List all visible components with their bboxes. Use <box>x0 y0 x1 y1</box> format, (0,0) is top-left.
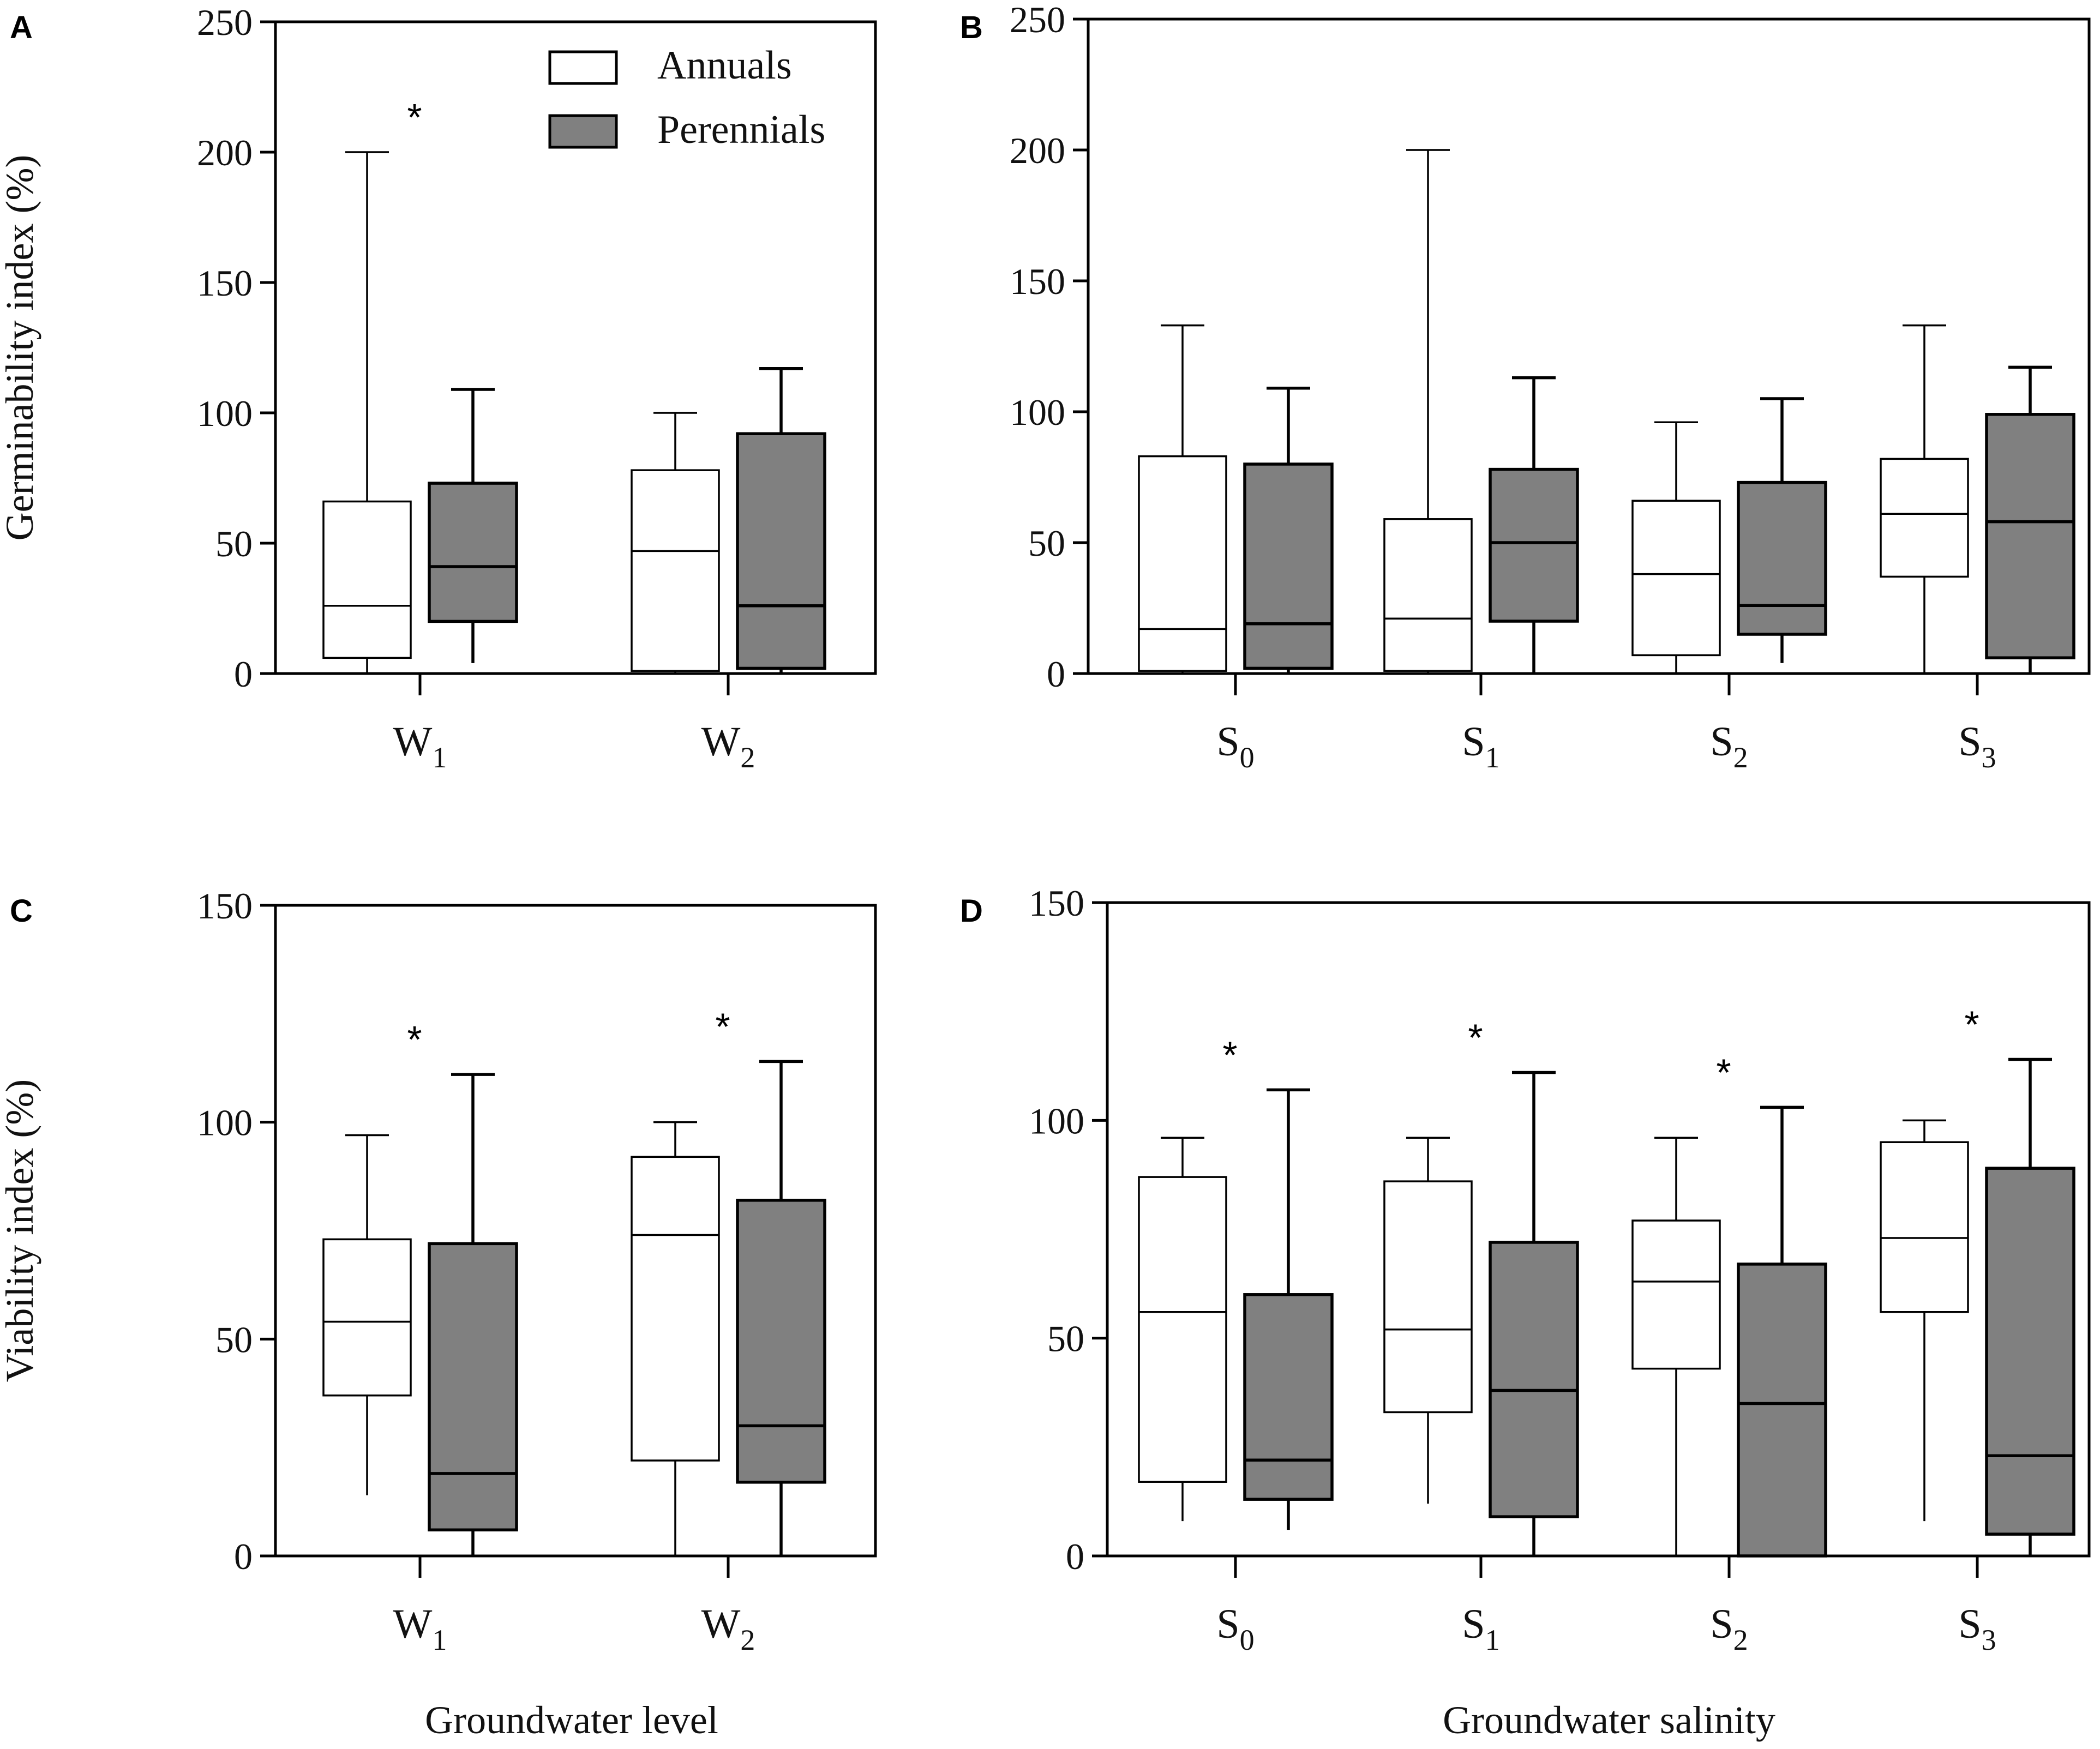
x-tick-label-b-s1: S1 <box>1462 719 1499 774</box>
panel-c: C Viability index (%) 0 50 100 150 W1 * W2 * <box>0 885 877 1656</box>
x-tick-label-d-s2: S2 <box>1710 1601 1748 1656</box>
x-title-groundwater-salinity: Groundwater salinity <box>1443 1698 1775 1742</box>
y-tick-label-b-150: 150 <box>1010 261 1065 302</box>
legend-annuals-label: Annuals <box>657 43 792 88</box>
panel-letter-a: A <box>10 10 33 45</box>
box-b-s2-annuals <box>1631 500 1721 657</box>
y-tick-label-b-50: 50 <box>1028 522 1065 564</box>
y-tick-label-d-50: 50 <box>1047 1318 1084 1360</box>
box-b-s0-perennials <box>1243 462 1334 670</box>
y-axis-title-a: Germinability index (%) <box>0 155 41 541</box>
box-d-s3-annuals <box>1880 1141 1969 1313</box>
box-a-w2-annuals <box>631 469 720 672</box>
plot-frame-b <box>1087 17 2091 675</box>
y-tick-label-d-150: 150 <box>1029 882 1084 924</box>
y-tick-label-a-100: 100 <box>197 393 253 434</box>
y-tick-label-a-200: 200 <box>197 132 253 173</box>
legend-perennials-label: Perennials <box>657 107 825 152</box>
y-tick-label-c-0: 0 <box>234 1536 253 1577</box>
plot-frame-a <box>274 20 877 675</box>
box-d-s3-perennials <box>1985 1167 2075 1536</box>
x-title-groundwater-level: Groundwater level <box>425 1698 718 1742</box>
y-tick-label-a-0: 0 <box>234 653 253 695</box>
significance-star-d-s0: * <box>1222 1033 1237 1076</box>
y-tick-label-b-100: 100 <box>1010 392 1065 433</box>
legend: Annuals Perennials <box>548 43 825 152</box>
box-b-s2-perennials <box>1737 480 1827 636</box>
x-tick-label-d-s1: S1 <box>1462 1601 1499 1656</box>
x-tick-label-b-s3: S3 <box>1958 719 1996 774</box>
box-a-w1-annuals <box>322 500 412 659</box>
box-d-s1-annuals <box>1383 1180 1473 1414</box>
y-tick-label-b-250: 250 <box>1010 0 1065 40</box>
y-tick-label-c-150: 150 <box>197 885 253 927</box>
x-tick-label-d-s0: S0 <box>1216 1601 1254 1656</box>
x-tick-label-b-s2: S2 <box>1710 719 1748 774</box>
plot-frame-d <box>1106 901 2091 1558</box>
x-tick-label-a-w2: W2 <box>701 719 755 774</box>
y-tick-label-b-0: 0 <box>1047 653 1065 695</box>
panel-a: A Germinability index (%) 0 50 100 150 200 250 W… <box>0 2 877 774</box>
legend-annuals-swatch <box>548 50 618 85</box>
box-c-w1-perennials <box>428 1242 518 1532</box>
box-b-s1-annuals <box>1383 518 1473 672</box>
box-d-s0-perennials <box>1243 1293 1334 1501</box>
y-tick-label-a-250: 250 <box>197 2 253 43</box>
box-c-w2-annuals <box>631 1156 720 1462</box>
significance-star-a-w1: * <box>407 96 422 139</box>
y-tick-label-c-50: 50 <box>215 1319 253 1360</box>
significance-star-d-s1: * <box>1468 1016 1483 1059</box>
x-tick-label-a-w1: W1 <box>393 719 447 774</box>
y-tick-label-d-0: 0 <box>1066 1536 1084 1577</box>
y-tick-label-b-200: 200 <box>1010 130 1065 171</box>
y-tick-label-a-150: 150 <box>197 262 253 304</box>
box-c-w2-perennials <box>736 1199 826 1484</box>
x-tick-label-c-w1: W1 <box>393 1601 447 1656</box>
panel-d: D 0 50 100 150 S0 * S1 * S2 * S3 * <box>960 882 2091 1656</box>
x-tick-label-d-s3: S3 <box>1958 1601 1996 1656</box>
significance-star-d-s3: * <box>1964 1003 1979 1046</box>
panel-letter-d: D <box>960 893 983 929</box>
box-a-w1-perennials <box>428 482 518 623</box>
box-b-s0-annuals <box>1138 455 1227 672</box>
y-tick-label-c-100: 100 <box>197 1102 253 1144</box>
y-tick-label-a-50: 50 <box>215 523 253 564</box>
box-d-s1-perennials <box>1489 1241 1579 1518</box>
box-b-s3-perennials <box>1985 413 2075 659</box>
box-b-s1-perennials <box>1489 467 1579 623</box>
legend-perennials-swatch <box>548 114 618 149</box>
y-tick-label-d-100: 100 <box>1029 1100 1084 1141</box>
box-c-w1-annuals <box>322 1238 412 1397</box>
box-b-s3-annuals <box>1880 458 1969 578</box>
panel-b: B 0 50 100 150 200 250 S0 S1 S2 S3 <box>960 0 2091 774</box>
x-tick-label-c-w2: W2 <box>701 1601 755 1656</box>
plot-frame-c <box>274 904 877 1558</box>
box-d-s2-perennials <box>1737 1263 1827 1558</box>
panel-letter-c: C <box>10 893 33 929</box>
x-tick-label-b-s0: S0 <box>1216 719 1254 774</box>
box-d-s2-annuals <box>1631 1219 1721 1370</box>
significance-star-c-w2: * <box>715 1005 730 1048</box>
y-axis-title-c: Viability index (%) <box>0 1079 41 1383</box>
significance-star-c-w1: * <box>407 1018 422 1061</box>
panel-letter-b: B <box>960 10 983 45</box>
box-a-w2-perennials <box>736 432 826 670</box>
significance-star-d-s2: * <box>1716 1051 1731 1093</box>
box-d-s0-annuals <box>1138 1176 1227 1483</box>
